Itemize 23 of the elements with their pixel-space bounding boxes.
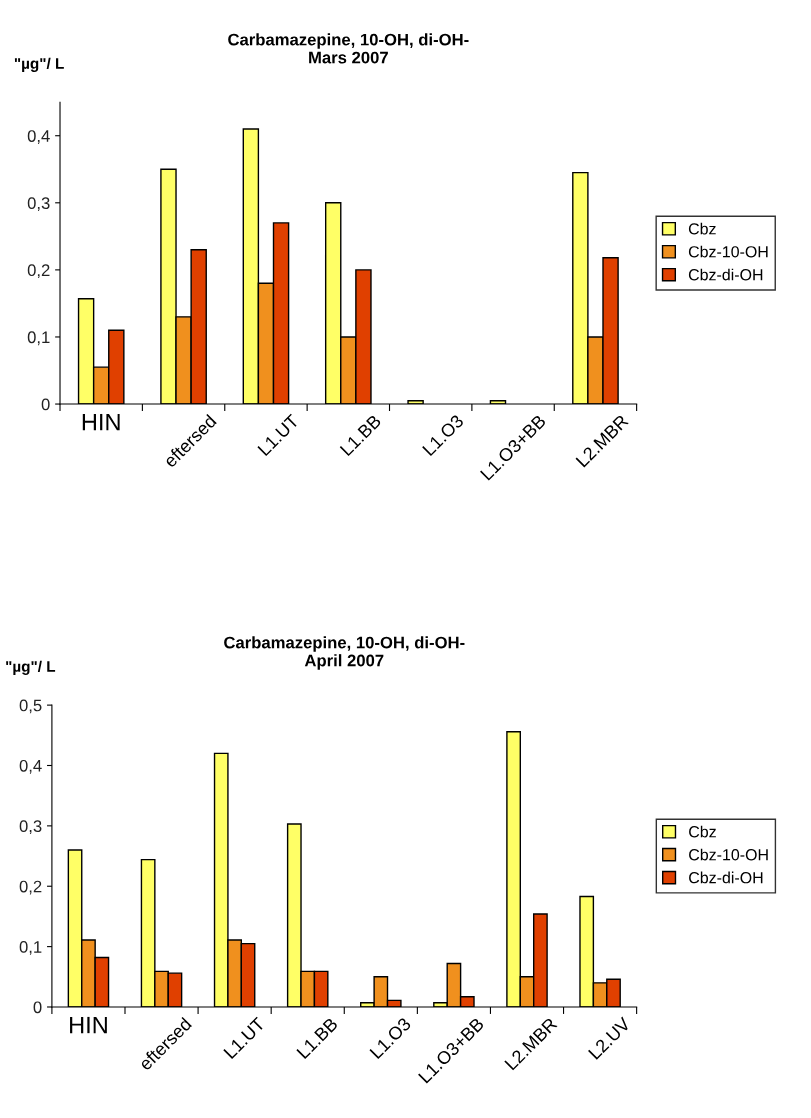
y-tick-label: 0,3 [27,197,50,211]
legend-label: Cbz [688,222,716,235]
chart-title: Carbamazepine, 10-OH, di-OH- Mars 2007 [228,33,469,64]
y-tick-label: 0,2 [19,880,42,895]
y-tick-label: 0,5 [19,699,42,714]
legend-label: Cbz-10-OH [689,848,768,861]
y-tick-label: 0,4 [19,759,42,774]
y-tick-label: 0,1 [19,941,42,955]
y-tick-label: 0,3 [19,820,42,835]
y-axis-title: "µg"/ L [6,660,56,675]
y-tick-label: 0 [33,1001,42,1014]
y-axis-title: "µg"/ L [14,57,64,72]
x-tick-label: HIN [82,413,120,431]
legend-label: Cbz [689,825,716,838]
y-tick-label: 0,1 [27,331,50,346]
legend-label: Cbz-di-OH [688,268,763,281]
legend-label: Cbz-10-OH [688,245,768,258]
x-tick-label: HIN [70,1016,107,1034]
y-tick-label: 0,4 [27,130,50,144]
y-tick-label: 0 [41,398,50,411]
legend-label: Cbz-di-OH [689,871,763,884]
y-tick-label: 0,2 [27,264,50,279]
chart-title: Carbamazepine, 10-OH, di-OH- April 2007 [224,636,465,670]
